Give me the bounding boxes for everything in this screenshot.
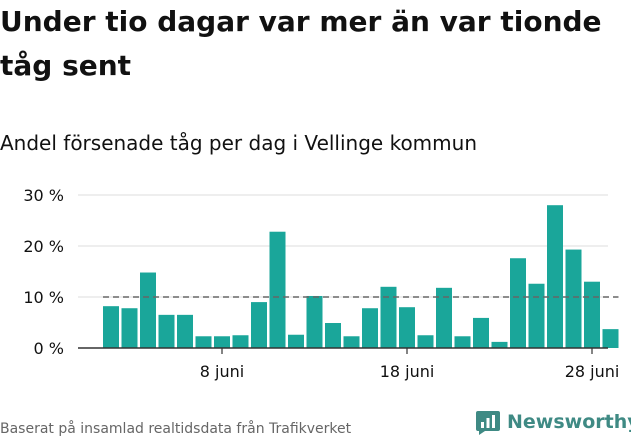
bar: [473, 317, 489, 348]
bar: [565, 249, 582, 348]
brand-logo: Newsworthy: [475, 407, 631, 437]
bar: [454, 336, 471, 348]
bar: [584, 281, 600, 348]
chart-subtitle: Andel försenade tåg per dag i Vellinge k…: [0, 131, 477, 155]
bar: [417, 335, 434, 348]
bar: [325, 323, 341, 348]
bar: [491, 341, 508, 348]
bar: [510, 258, 526, 348]
source-note: Baserat på insamlad realtidsdata från Tr…: [0, 421, 352, 437]
bar: [343, 336, 360, 348]
y-axis-ticks: 0 % 10 % 20 % 30 %: [23, 186, 64, 358]
bar-chart: 0 % 10 % 20 % 30 % 8 juni 18 juni 28 juni: [23, 186, 620, 381]
y-tick-label: 20 %: [23, 237, 64, 256]
bar: [121, 308, 138, 348]
bar: [195, 336, 212, 348]
bar: [214, 336, 230, 348]
x-tick-label: 18 juni: [380, 362, 435, 381]
bars: [103, 205, 619, 348]
bar: [269, 231, 286, 348]
bar: [380, 286, 397, 348]
bar: [251, 302, 267, 348]
x-axis-ticks: 8 juni 18 juni 28 juni: [200, 348, 620, 381]
bar: [232, 335, 249, 348]
bar: [547, 205, 563, 348]
bar: [140, 272, 156, 348]
bar: [288, 334, 304, 348]
newsworthy-logo-icon: [476, 411, 500, 435]
bar: [602, 329, 619, 348]
y-tick-label: 10 %: [23, 288, 64, 307]
x-tick-label: 8 juni: [200, 362, 244, 381]
bar: [436, 287, 452, 348]
y-tick-label: 0 %: [34, 339, 64, 358]
chart-title: Under tio dagar var mer än var tionde tå…: [0, 5, 602, 82]
bar: [399, 307, 415, 348]
bar: [528, 283, 545, 348]
bar: [306, 295, 323, 348]
bar: [103, 306, 119, 348]
grid-lines: [78, 194, 608, 298]
y-tick-label: 30 %: [23, 186, 64, 205]
bar: [362, 308, 378, 348]
brand-name: Newsworthy: [507, 411, 631, 433]
x-tick-label: 28 juni: [565, 362, 620, 381]
bar: [158, 314, 175, 348]
bar: [177, 314, 193, 348]
